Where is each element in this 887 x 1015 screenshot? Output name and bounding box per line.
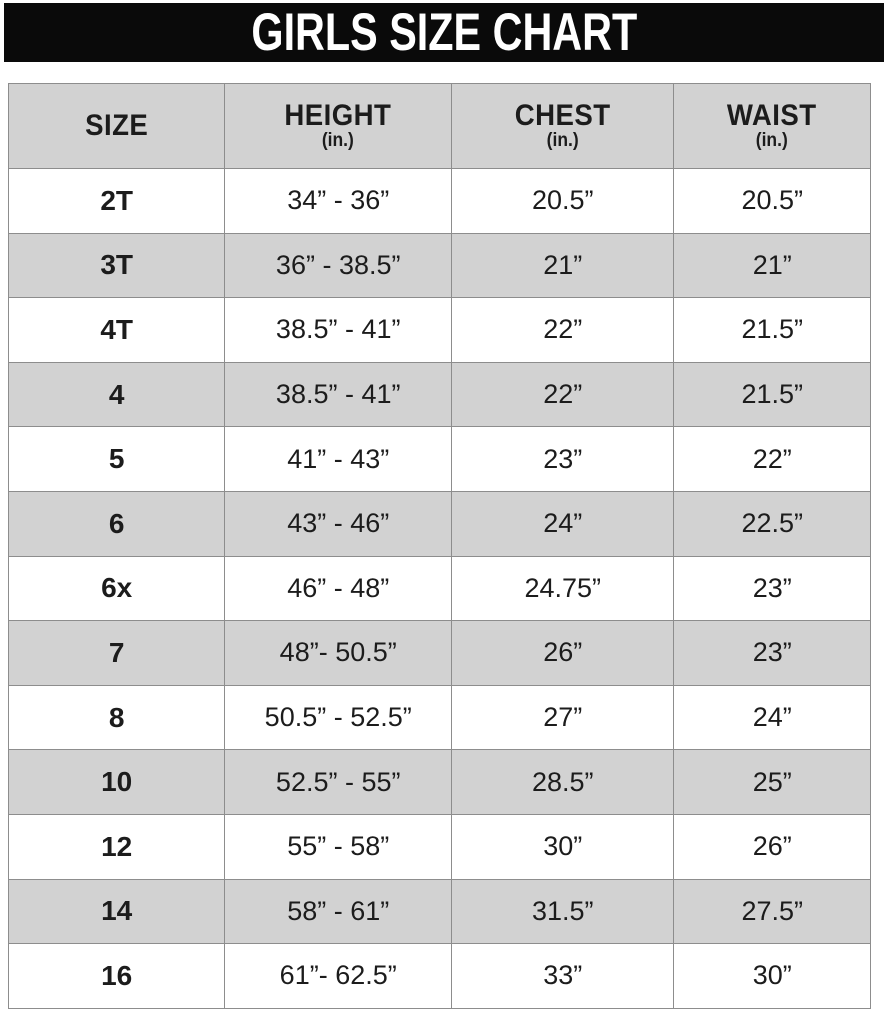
chest-cell: 26”	[451, 620, 675, 686]
column-header-waist: WAIST (in.)	[673, 83, 871, 169]
table-row: 2T 34” - 36” 20.5” 20.5”	[7, 168, 871, 234]
height-cell: 61”- 62.5”	[224, 943, 453, 1009]
waist-cell: 30”	[673, 943, 871, 1009]
chest-cell: 22”	[451, 297, 675, 363]
waist-cell: 22”	[673, 426, 871, 492]
waist-cell: 23”	[673, 555, 871, 622]
table-row: 7 48”- 50.5” 26” 23”	[7, 620, 871, 686]
column-header-height-label: HEIGHT	[284, 98, 392, 132]
table-row: 3T 36” - 38.5” 21” 21”	[7, 232, 871, 299]
column-header-waist-unit: (in.)	[756, 130, 789, 152]
size-cell: 14	[7, 878, 226, 945]
height-cell: 58” - 61”	[224, 878, 453, 945]
column-header-size: SIZE	[7, 83, 226, 169]
title-banner: GIRLS SIZE CHART	[4, 3, 884, 62]
waist-cell: 26”	[673, 813, 871, 880]
size-cell: 5	[7, 426, 226, 492]
chest-cell: 28.5”	[451, 749, 675, 815]
chest-cell: 21”	[451, 232, 675, 299]
waist-cell: 20.5”	[673, 168, 871, 234]
girls-size-table: SIZE HEIGHT (in.) CHEST (in.) WAIST (in.…	[7, 83, 871, 1009]
waist-cell: 27.5”	[673, 878, 871, 945]
size-cell: 10	[7, 749, 226, 815]
chest-cell: 24.75”	[451, 555, 675, 622]
size-cell: 6x	[7, 555, 226, 622]
size-cell: 3T	[7, 232, 226, 299]
chest-cell: 30”	[451, 813, 675, 880]
height-cell: 48”- 50.5”	[224, 620, 453, 686]
table-row: 8 50.5” - 52.5” 27” 24”	[7, 684, 871, 751]
table-row: 16 61”- 62.5” 33” 30”	[7, 943, 871, 1009]
size-cell: 16	[7, 943, 226, 1009]
column-header-chest: CHEST (in.)	[451, 83, 675, 169]
chest-cell: 22”	[451, 361, 675, 428]
table-row: 10 52.5” - 55” 28.5” 25”	[7, 749, 871, 815]
column-header-height: HEIGHT (in.)	[224, 83, 453, 169]
column-header-chest-unit: (in.)	[546, 130, 579, 152]
chest-cell: 24”	[451, 490, 675, 557]
height-cell: 41” - 43”	[224, 426, 453, 492]
column-header-size-label: SIZE	[85, 109, 149, 143]
table-row: 4T 38.5” - 41” 22” 21.5”	[7, 297, 871, 363]
height-cell: 55” - 58”	[224, 813, 453, 880]
waist-cell: 23”	[673, 620, 871, 686]
size-table-body: 2T 34” - 36” 20.5” 20.5” 3T 36” - 38.5” 21” 21”…	[7, 168, 871, 1009]
table-row: 6x 46” - 48” 24.75” 23”	[7, 555, 871, 622]
chest-cell: 27”	[451, 684, 675, 751]
table-row: 5 41” - 43” 23” 22”	[7, 426, 871, 492]
column-header-height-unit: (in.)	[322, 130, 355, 152]
table-row: 6 43” - 46” 24” 22.5”	[7, 490, 871, 557]
table-row: 12 55” - 58” 30” 26”	[7, 813, 871, 880]
height-cell: 36” - 38.5”	[224, 232, 453, 299]
height-cell: 38.5” - 41”	[224, 361, 453, 428]
table-header: SIZE HEIGHT (in.) CHEST (in.) WAIST (in.…	[7, 83, 871, 169]
size-cell: 4	[7, 361, 226, 428]
size-cell: 4T	[7, 297, 226, 363]
height-cell: 43” - 46”	[224, 490, 453, 557]
height-cell: 38.5” - 41”	[224, 297, 453, 363]
chest-cell: 33”	[451, 943, 675, 1009]
waist-cell: 21.5”	[673, 297, 871, 363]
waist-cell: 25”	[673, 749, 871, 815]
size-cell: 6	[7, 490, 226, 557]
waist-cell: 22.5”	[673, 490, 871, 557]
header-row: SIZE HEIGHT (in.) CHEST (in.) WAIST (in.…	[7, 83, 871, 169]
column-header-waist-label: WAIST	[727, 98, 818, 132]
height-cell: 50.5” - 52.5”	[224, 684, 453, 751]
height-cell: 34” - 36”	[224, 168, 453, 234]
size-cell: 7	[7, 620, 226, 686]
size-cell: 8	[7, 684, 226, 751]
waist-cell: 21”	[673, 232, 871, 299]
chest-cell: 31.5”	[451, 878, 675, 945]
chest-cell: 20.5”	[451, 168, 675, 234]
size-cell: 12	[7, 813, 226, 880]
chest-cell: 23”	[451, 426, 675, 492]
table-row: 4 38.5” - 41” 22” 21.5”	[7, 361, 871, 428]
waist-cell: 21.5”	[673, 361, 871, 428]
table-row: 14 58” - 61” 31.5” 27.5”	[7, 878, 871, 945]
page-title: GIRLS SIZE CHART	[251, 3, 637, 62]
column-header-chest-label: CHEST	[514, 98, 611, 132]
height-cell: 46” - 48”	[224, 555, 453, 622]
waist-cell: 24”	[673, 684, 871, 751]
size-cell: 2T	[7, 168, 226, 234]
height-cell: 52.5” - 55”	[224, 749, 453, 815]
